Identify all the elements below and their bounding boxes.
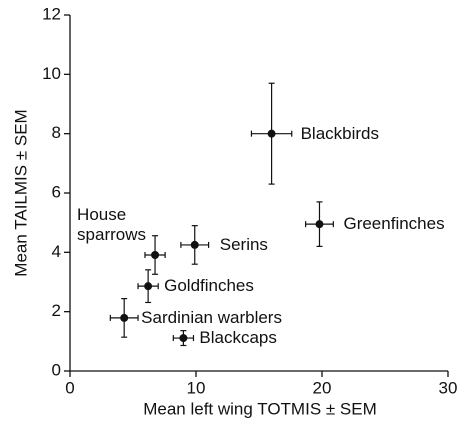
point xyxy=(315,220,324,229)
y-tick-label: 10 xyxy=(42,64,61,83)
point-label: Serins xyxy=(219,234,268,254)
y-tick-label: 12 xyxy=(42,4,61,23)
point xyxy=(267,129,276,138)
point xyxy=(120,313,129,322)
point xyxy=(190,240,199,249)
x-tick-label: 20 xyxy=(313,378,332,397)
point xyxy=(179,334,188,343)
x-tick-label: 10 xyxy=(187,378,206,397)
y-tick-label: 6 xyxy=(52,182,61,201)
point xyxy=(144,282,153,291)
point-label: Greenfinches xyxy=(343,214,445,234)
x-tick-label: 0 xyxy=(65,378,74,397)
y-tick-label: 4 xyxy=(52,242,61,261)
point-label: Blackbirds xyxy=(300,123,380,143)
x-axis-title: Mean left wing TOTMIS ± SEM xyxy=(143,399,377,418)
point xyxy=(151,251,160,260)
point-label: Goldfinches xyxy=(164,276,254,296)
point-label: Blackcaps xyxy=(199,328,277,348)
y-axis-title: Mean TAILMIS ± SEM xyxy=(11,109,30,276)
y-tick-label: 0 xyxy=(52,360,61,379)
x-tick-label: 30 xyxy=(439,378,458,397)
point-label: Sardinian warblers xyxy=(141,307,282,327)
point-label: House sparrows xyxy=(77,205,147,244)
y-tick-label: 2 xyxy=(52,301,61,320)
y-tick-label: 8 xyxy=(52,123,61,142)
